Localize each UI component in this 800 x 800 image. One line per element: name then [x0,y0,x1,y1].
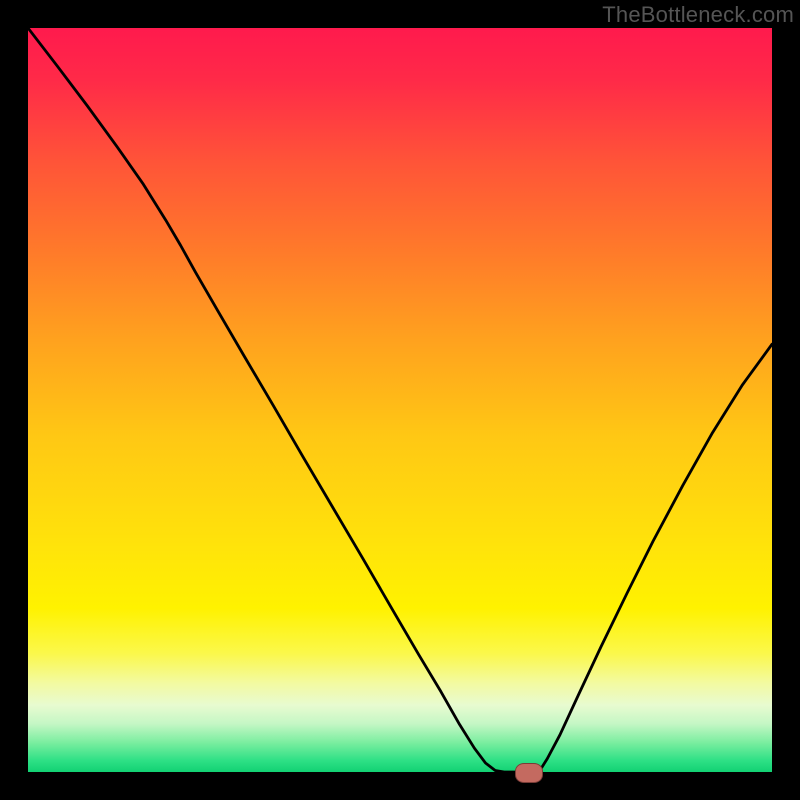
watermark-text: TheBottleneck.com [602,0,800,28]
chart-frame: TheBottleneck.com [0,0,800,800]
gradient-background [28,28,772,772]
plot-area [28,28,772,772]
optimum-marker [515,763,543,783]
plot-svg [28,28,772,772]
